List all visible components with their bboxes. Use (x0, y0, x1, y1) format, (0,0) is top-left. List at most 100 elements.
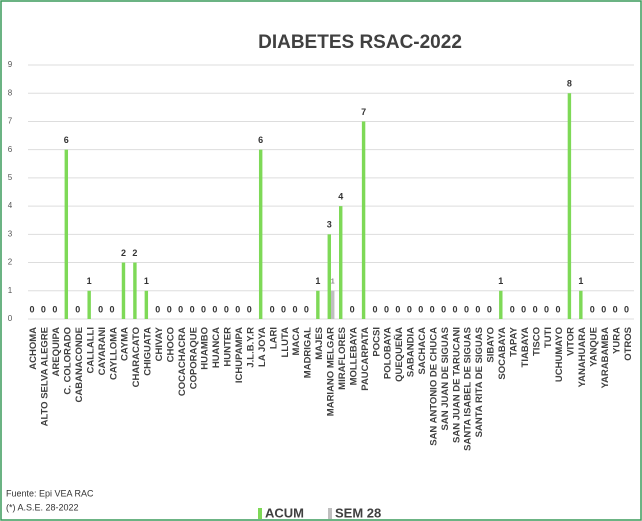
legend-swatch (258, 508, 262, 519)
x-tick-label: SANTA RITA DE SIGUAS (474, 327, 485, 437)
x-tick-label: TISCO (531, 327, 542, 356)
x-tick-label: VITOR (566, 327, 577, 356)
data-label: 0 (178, 304, 183, 314)
data-label: 0 (350, 304, 355, 314)
data-label: 0 (464, 304, 469, 314)
data-label: 0 (533, 304, 538, 314)
x-tick-label: SIBAYO (486, 327, 497, 363)
data-label: 0 (453, 304, 458, 314)
y-tick-label: 4 (8, 201, 13, 210)
x-tick-label: MOLLEBAYA (348, 327, 359, 386)
data-label: 0 (41, 304, 46, 314)
x-tick-label: PAUCARPATA (360, 327, 371, 391)
x-tick-label: COCACHACRA (177, 327, 188, 396)
x-tick-label: CAYARANI (97, 327, 108, 375)
bar (361, 121, 366, 319)
data-label: 0 (167, 304, 172, 314)
legend-label: ACUM (265, 505, 304, 520)
x-tick-label: MADRIGAL (303, 327, 314, 378)
x-tick-label: TAPAY (508, 326, 519, 357)
data-label: 1 (331, 279, 335, 286)
x-tick-label: J.L.B.Y.R (245, 327, 256, 368)
data-label: 0 (407, 304, 412, 314)
x-tick-label: YURA (611, 327, 622, 354)
data-label: 1 (498, 276, 503, 286)
x-tick-label: ALTO SELVA ALEGRE (40, 327, 51, 426)
x-tick-label: C. COLORADO (63, 327, 74, 395)
x-tick-label: YARABAMBA (600, 327, 611, 389)
x-tick-label: SABANDIA (406, 327, 417, 377)
data-label: 0 (544, 304, 549, 314)
bar (331, 290, 335, 319)
data-label: 4 (338, 191, 343, 201)
y-tick-label: 9 (8, 60, 13, 69)
data-label: 0 (487, 304, 492, 314)
data-label: 0 (190, 304, 195, 314)
data-label: 0 (235, 304, 240, 314)
x-tick-label: POLOBAYA (383, 327, 394, 379)
x-tick-label: SAN JUAN DE TARUCANI (451, 327, 462, 443)
data-label: 0 (418, 304, 423, 314)
x-tick-label: UCHUMAYO (554, 327, 565, 382)
bar (121, 262, 126, 319)
data-label: 0 (270, 304, 275, 314)
x-tick-label: SOCABAYA (497, 327, 508, 380)
data-label: 0 (224, 304, 229, 314)
y-tick-label: 7 (8, 117, 13, 126)
bar (144, 290, 149, 319)
data-label: 0 (52, 304, 57, 314)
x-tick-label: LA JOYA (257, 327, 268, 367)
data-label: 0 (373, 304, 378, 314)
data-label: 0 (510, 304, 515, 314)
x-tick-label: SANTA ISABEL DE SIGUAS (463, 327, 474, 451)
y-tick-label: 0 (8, 314, 13, 323)
data-label: 0 (292, 304, 297, 314)
bar (579, 290, 583, 319)
data-label: 0 (110, 304, 115, 314)
data-label: 1 (87, 276, 92, 286)
data-label: 0 (441, 304, 446, 314)
data-label: 1 (578, 276, 583, 286)
x-tick-label: CHARACATO (131, 327, 142, 387)
data-label: 6 (258, 135, 263, 145)
data-label: 0 (212, 304, 217, 314)
x-tick-label: CALLALLI (85, 327, 96, 373)
data-label: 0 (384, 304, 389, 314)
bar (316, 290, 320, 319)
data-label: 0 (201, 304, 206, 314)
bar (133, 262, 137, 319)
x-tick-label: POCSI (371, 327, 382, 357)
bar (87, 290, 91, 319)
data-label: 0 (601, 304, 606, 314)
x-tick-label: AREQUIPA (51, 327, 62, 377)
data-label: 0 (613, 304, 618, 314)
data-label: 0 (155, 304, 160, 314)
data-label: 1 (315, 276, 320, 286)
bar (64, 149, 69, 319)
x-tick-label: MARIANO MELGAR (326, 327, 337, 416)
data-label: 2 (121, 248, 126, 258)
x-tick-label: HUANCA (211, 327, 222, 368)
data-label: 2 (132, 248, 137, 258)
x-tick-label: LARI (268, 327, 279, 349)
bar (258, 149, 263, 319)
x-tick-label: YANQUE (588, 327, 599, 367)
x-tick-label: CABANACONDE (74, 327, 85, 402)
x-tick-label: CHIGUATA (143, 327, 154, 376)
data-label: 0 (555, 304, 560, 314)
data-label: 0 (475, 304, 480, 314)
chart-title: DIABETES RSAC-2022 (258, 32, 462, 53)
y-tick-label: 1 (8, 286, 13, 295)
data-label: 0 (75, 304, 80, 314)
x-tick-label: OTROS (623, 327, 634, 361)
x-tick-label: TUTI (543, 327, 554, 348)
x-tick-label: HUAMBO (200, 327, 211, 370)
x-tick-label: CHIVAY (154, 326, 165, 361)
data-label: 8 (567, 79, 572, 89)
y-tick-label: 5 (8, 173, 13, 182)
data-label: 0 (281, 304, 286, 314)
y-tick-label: 2 (8, 258, 13, 267)
x-tick-label: CAYLLOMA (108, 327, 119, 380)
bar (339, 206, 343, 319)
data-label: 3 (327, 220, 332, 230)
